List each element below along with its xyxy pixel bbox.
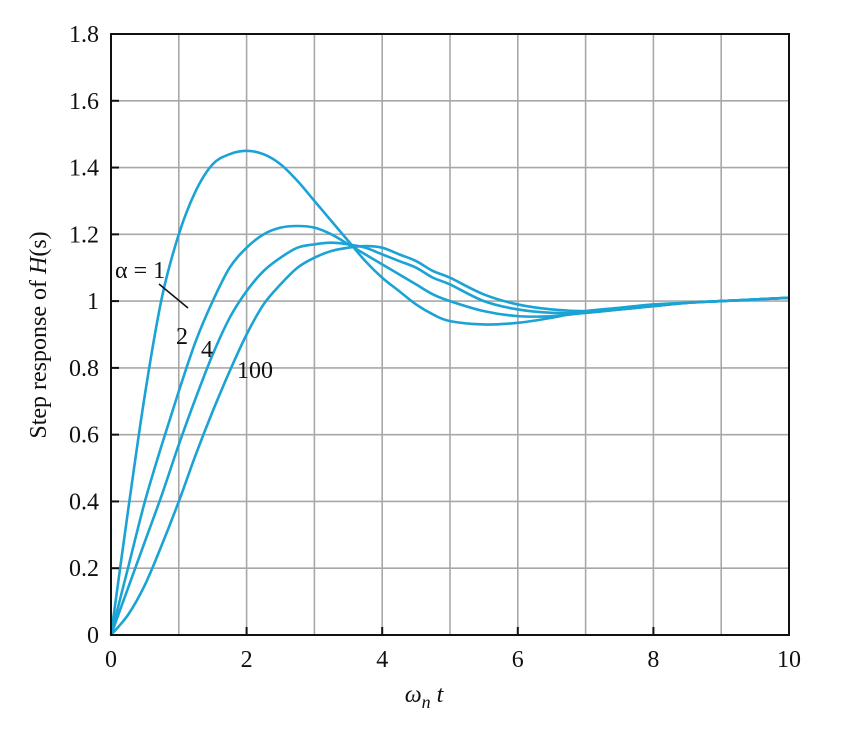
series-line-3 [110, 244, 790, 636]
x-tick-label: 10 [777, 647, 801, 673]
x-axis-label-subscript: n [422, 692, 431, 712]
y-tick-label: 1.2 [69, 222, 99, 248]
series-line-0 [109, 149, 790, 636]
y-tick-label: 1.6 [69, 89, 99, 115]
y-tick-labels: 0 0.2 0.4 0.6 0.8 1 1.2 1.4 1.6 1.8 [69, 22, 99, 649]
y-axis-label: Step response of H(s) [26, 231, 52, 438]
alpha-1-leader-line [158, 283, 189, 309]
y-tick-label: 0.8 [69, 356, 99, 382]
y-tick-label: 0.6 [69, 423, 99, 449]
y-tick-label: 0.2 [69, 556, 99, 582]
series-label-alpha-100: 100 [237, 358, 273, 384]
x-tick-label: 2 [241, 647, 253, 673]
y-tick-label: 1 [87, 289, 99, 315]
x-tick-label: 6 [512, 647, 524, 673]
y-tick-label: 1.4 [69, 156, 99, 182]
x-axis-label-symbol: ω [405, 682, 422, 708]
y-axis-label-symbol: H [26, 255, 52, 275]
x-axis-label-suffix: t [431, 682, 445, 708]
series-label-alpha-1: α = 1 [115, 258, 165, 284]
tick-marks [110, 33, 790, 636]
y-tick-label: 0 [87, 623, 99, 649]
plot-frame [110, 33, 790, 636]
y-axis-label-prefix: Step response of [26, 274, 52, 439]
x-axis-label: ωn t [405, 682, 445, 712]
y-tick-label: 1.8 [69, 22, 99, 48]
x-tick-labels: 0 2 4 6 8 10 [105, 647, 801, 673]
series-label-alpha-4: 4 [201, 337, 213, 363]
series-lines [109, 149, 790, 636]
x-tick-label: 4 [376, 647, 388, 673]
y-tick-label: 0.4 [69, 489, 99, 515]
y-axis-label-suffix: (s) [26, 231, 52, 256]
x-tick-label: 8 [647, 647, 659, 673]
x-tick-label: 0 [105, 647, 117, 673]
series-label-alpha-2: 2 [176, 324, 188, 350]
